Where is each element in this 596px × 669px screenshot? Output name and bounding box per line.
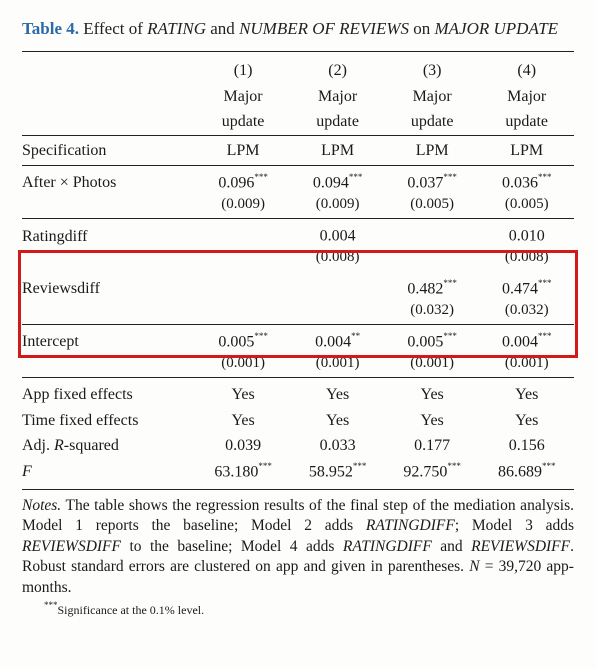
row-ratingdiff-coef: Ratingdiff 0.004 0.010	[22, 219, 574, 247]
significance-note: ***Significance at the 0.1% level.	[22, 600, 574, 618]
row-intercept-coef: Intercept 0.005*** 0.004** 0.005*** 0.00…	[22, 324, 574, 352]
table-caption: Table 4. Effect of RATING and NUMBER OF …	[22, 18, 574, 41]
spec-label: Specification	[22, 135, 196, 166]
row-afterphotos-coef: After × Photos 0.096*** 0.094*** 0.037**…	[22, 166, 574, 194]
row-fstat: F 63.180*** 58.952*** 92.750*** 86.689**…	[22, 459, 574, 489]
col-num-4: (4)	[479, 51, 574, 83]
col-number-row: (1) (2) (3) (4)	[22, 51, 574, 83]
table-label: Table 4.	[22, 19, 79, 38]
col-head-row1: Major Major Major Major	[22, 84, 574, 110]
col-head-row2: update update update update	[22, 109, 574, 135]
table-wrapper: (1) (2) (3) (4) Major Major Major Major …	[22, 51, 574, 490]
regression-table: (1) (2) (3) (4) Major Major Major Major …	[22, 51, 574, 490]
table-title: Effect of RATING and NUMBER OF REVIEWS o…	[79, 19, 558, 38]
row-reviewsdiff-coef: Reviewsdiff 0.482*** 0.474***	[22, 272, 574, 300]
spec-row: Specification LPM LPM LPM LPM	[22, 135, 574, 166]
col-num-2: (2)	[290, 51, 385, 83]
col-num-1: (1)	[196, 51, 291, 83]
row-adjr2: Adj. R-squared 0.039 0.033 0.177 0.156	[22, 433, 574, 459]
row-intercept-se: (0.001) (0.001) (0.001) (0.001)	[22, 353, 574, 378]
table-notes: Notes. The table shows the regression re…	[22, 496, 574, 598]
row-timefe: Time fixed effects Yes Yes Yes Yes	[22, 408, 574, 434]
row-appfe: App fixed effects Yes Yes Yes Yes	[22, 378, 574, 408]
row-afterphotos-se: (0.009) (0.009) (0.005) (0.005)	[22, 194, 574, 219]
col-num-3: (3)	[385, 51, 480, 83]
row-reviewsdiff-se: (0.032) (0.032)	[22, 300, 574, 325]
row-ratingdiff-se: (0.008) (0.008)	[22, 247, 574, 271]
